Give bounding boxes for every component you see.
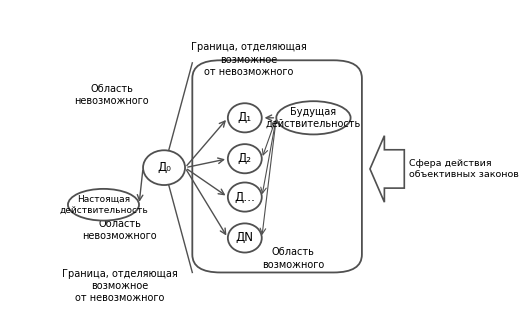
Text: Настоящая
действительность: Настоящая действительность — [59, 195, 148, 215]
Text: Область
невозможного: Область невозможного — [82, 219, 157, 241]
Text: Будущая
действительность: Будущая действительность — [266, 107, 361, 129]
Text: Область
невозможного: Область невозможного — [75, 84, 149, 106]
Ellipse shape — [228, 144, 262, 173]
Text: Д₂: Д₂ — [238, 152, 252, 165]
Text: Область
возможного: Область возможного — [262, 247, 325, 270]
Ellipse shape — [143, 150, 185, 185]
Ellipse shape — [228, 183, 262, 211]
Text: Д₁: Д₁ — [238, 111, 252, 124]
Text: Граница, отделяющая
возможное
от невозможного: Граница, отделяющая возможное от невозмо… — [62, 269, 178, 303]
Text: Граница, отделяющая
возможное
от невозможного: Граница, отделяющая возможное от невозмо… — [191, 42, 307, 77]
Ellipse shape — [228, 103, 262, 132]
FancyBboxPatch shape — [192, 60, 362, 273]
Polygon shape — [370, 136, 404, 202]
Text: ДN: ДN — [236, 231, 254, 244]
Ellipse shape — [276, 101, 351, 134]
Text: Сфера действия
объективных законов: Сфера действия объективных законов — [409, 159, 519, 179]
Ellipse shape — [68, 189, 139, 220]
Text: Д₀: Д₀ — [157, 161, 171, 174]
Text: Д…: Д… — [234, 191, 255, 204]
Ellipse shape — [228, 223, 262, 253]
